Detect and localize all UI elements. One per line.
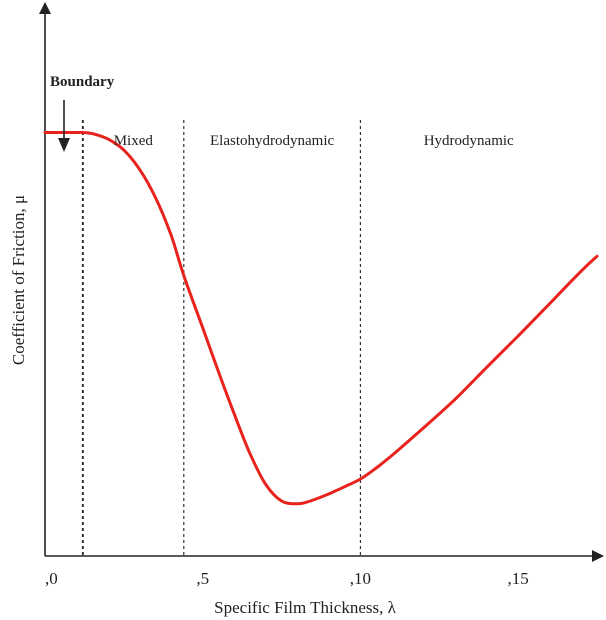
friction-curve	[43, 130, 599, 506]
x-axis-arrow-icon	[592, 550, 604, 562]
x-tick-label-10: ,10	[350, 569, 371, 588]
x-tick-label-5: ,5	[196, 569, 209, 588]
region-label-elastohydrodynamic: Elastohydrodynamic	[210, 133, 334, 149]
x-tick-label-15: ,15	[507, 569, 528, 588]
y-axis-title: Coefficient of Friction, μ	[9, 195, 28, 365]
region-label-hydrodynamic: Hydrodynamic	[424, 133, 514, 149]
region-label-mixed: Mixed	[114, 133, 154, 149]
x-tick-labels: ,0 ,5 ,10 ,15	[45, 569, 529, 588]
x-axis-title: Specific Film Thickness, λ	[214, 598, 396, 617]
region-label-boundary: Boundary	[50, 74, 115, 90]
y-axis-arrow-icon	[39, 2, 51, 14]
boundary-arrow-head-icon	[58, 138, 70, 152]
x-tick-label-0: ,0	[45, 569, 58, 588]
